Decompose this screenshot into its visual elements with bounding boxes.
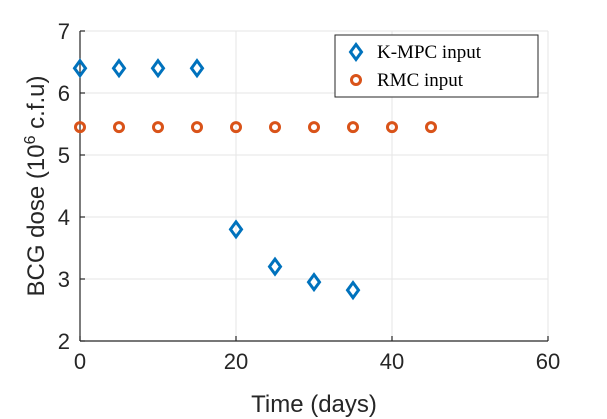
legend-entry: RMC input [350,70,464,91]
y-tick-labels: 2 3 4 5 6 7 [58,19,85,354]
y-tick-label: 4 [58,205,70,230]
series-diamond [72,58,361,301]
y-tick-label: 6 [58,81,70,106]
data-point-circle [113,121,125,134]
y-axis-label: BCG dose (106 c.f.u) [22,76,50,297]
y-tick-label: 5 [58,143,70,168]
data-point-diamond [228,219,244,240]
data-point-diamond [72,58,88,79]
legend-items: K-MPC input RMC input [348,41,482,91]
x-axis-label: Time (days) [251,391,377,418]
series-circle [74,121,437,134]
data-point-diamond [150,58,166,79]
legend-marker-circle [350,74,362,86]
y-axis-label-unit: c.f.u) [23,76,50,136]
x-tick-labels: 0 20 40 60 [74,336,560,374]
legend-label: K-MPC input [377,42,482,63]
legend: K-MPC input RMC input [334,34,539,98]
legend-marker-diamond [348,41,364,63]
y-tick-label: 3 [58,267,70,292]
data-point-circle [386,121,398,134]
x-tick-label: 20 [224,349,248,374]
y-axis-label-exponent: 6 [22,135,39,144]
data-point-circle [230,121,242,134]
x-tick-label: 40 [380,349,404,374]
data-series [72,58,437,301]
data-point-circle [269,121,281,134]
data-point-diamond [345,280,361,301]
data-point-circle [425,121,437,134]
legend-box [334,34,539,98]
data-point-diamond [306,272,322,293]
y-tick-label: 7 [58,19,70,44]
data-point-diamond [189,58,205,79]
axes [79,31,548,342]
data-point-circle [74,121,86,134]
data-point-circle [308,121,320,134]
x-tick-label: 0 [74,349,86,374]
data-point-circle [191,121,203,134]
data-point-circle [152,121,164,134]
data-point-diamond [267,256,283,277]
legend-label: RMC input [377,70,464,91]
y-tick-label: 2 [58,329,70,354]
y-axis-label-base: BCG dose (10 [23,144,50,296]
data-point-diamond [111,58,127,79]
data-point-circle [347,121,359,134]
x-tick-label: 60 [536,349,560,374]
legend-entry: K-MPC input [348,41,482,63]
